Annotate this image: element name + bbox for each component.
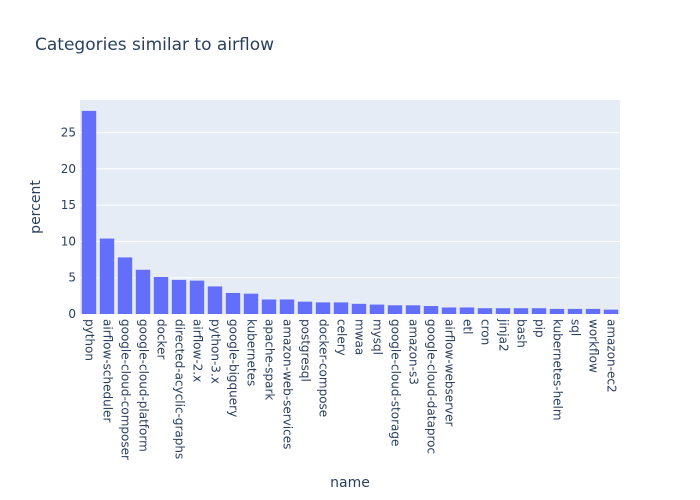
x-tick-label: mwaa [353,319,367,355]
y-tick-label: 0 [68,307,76,321]
bar [495,308,511,314]
x-tick-label: pip [533,319,547,338]
chart-title: Categories similar to airflow [35,35,274,55]
x-tick-label: google-cloud-platform [137,319,151,452]
x-tick-label: docker [155,319,169,359]
bar [513,308,529,314]
x-tick-label: kubernetes-helm [551,319,565,421]
bar [477,308,493,314]
bar [423,306,439,314]
x-tick-label: bash [515,319,529,348]
bar [99,238,115,314]
bar [297,301,313,314]
bar [369,304,385,314]
x-tick-label: workflow [587,319,601,373]
x-tick-label: python [83,319,97,361]
bar [549,308,565,314]
y-tick-label: 20 [61,162,76,176]
x-tick-label: google-cloud-composer [119,319,133,460]
x-axis-title: name [330,475,370,491]
bar [441,307,457,314]
bar [279,299,295,314]
bar [135,269,151,314]
bar [459,307,475,314]
x-tick-labels: python airflow-scheduler google-cloud-comp… [83,318,619,460]
x-tick-label: amazon-web-services [281,319,295,449]
bar [171,279,187,314]
x-tick-label: postgresql [299,319,313,382]
bar [189,280,205,314]
y-axis-title: percent [28,180,44,234]
x-tick-label: directed-acyclic-graphs [173,319,187,459]
x-tick-label: jinja2 [497,318,511,352]
bar [603,309,619,314]
y-tick-label: 10 [61,234,76,248]
bar [207,286,223,314]
bar [567,308,583,314]
x-tick-label: amazon-ec2 [605,319,619,393]
x-tick-label: airflow-scheduler [101,319,115,422]
bar [243,293,259,314]
x-tick-label: celery [335,319,349,356]
bar [225,292,241,314]
y-tick-label: 5 [68,271,76,285]
x-tick-label: docker-compose [317,319,331,417]
bar [153,277,169,314]
x-tick-label: mysql [371,319,385,355]
x-tick-label: airflow-webserver [443,319,457,427]
bar [405,305,421,314]
bar [351,303,367,314]
x-tick-label: python-3.x [209,319,223,384]
bar [81,110,97,314]
x-tick-label: airflow-2.x [191,319,205,382]
bar [315,302,331,314]
grid-lines [80,132,620,279]
x-tick-label: sql [569,319,583,336]
bar [333,302,349,314]
x-tick-label: cron [479,319,493,345]
bars [81,110,619,314]
bar [261,299,277,314]
bar [585,308,601,314]
x-tick-label: google-cloud-dataproc [425,319,439,454]
x-tick-label: apache-spark [263,319,277,400]
x-tick-label: kubernetes [245,319,259,386]
x-tick-label: etl [461,319,475,334]
y-tick-label: 15 [61,198,76,212]
x-tick-label: google-bigquery [227,319,241,417]
bar [117,257,133,314]
bar [531,308,547,314]
bar [387,305,403,314]
plot-area [80,100,620,314]
y-tick-labels: 0 5 10 15 20 25 [61,126,76,321]
x-tick-label: amazon-s3 [407,319,421,385]
y-tick-label: 25 [61,126,76,140]
x-tick-label: google-cloud-storage [389,319,403,446]
